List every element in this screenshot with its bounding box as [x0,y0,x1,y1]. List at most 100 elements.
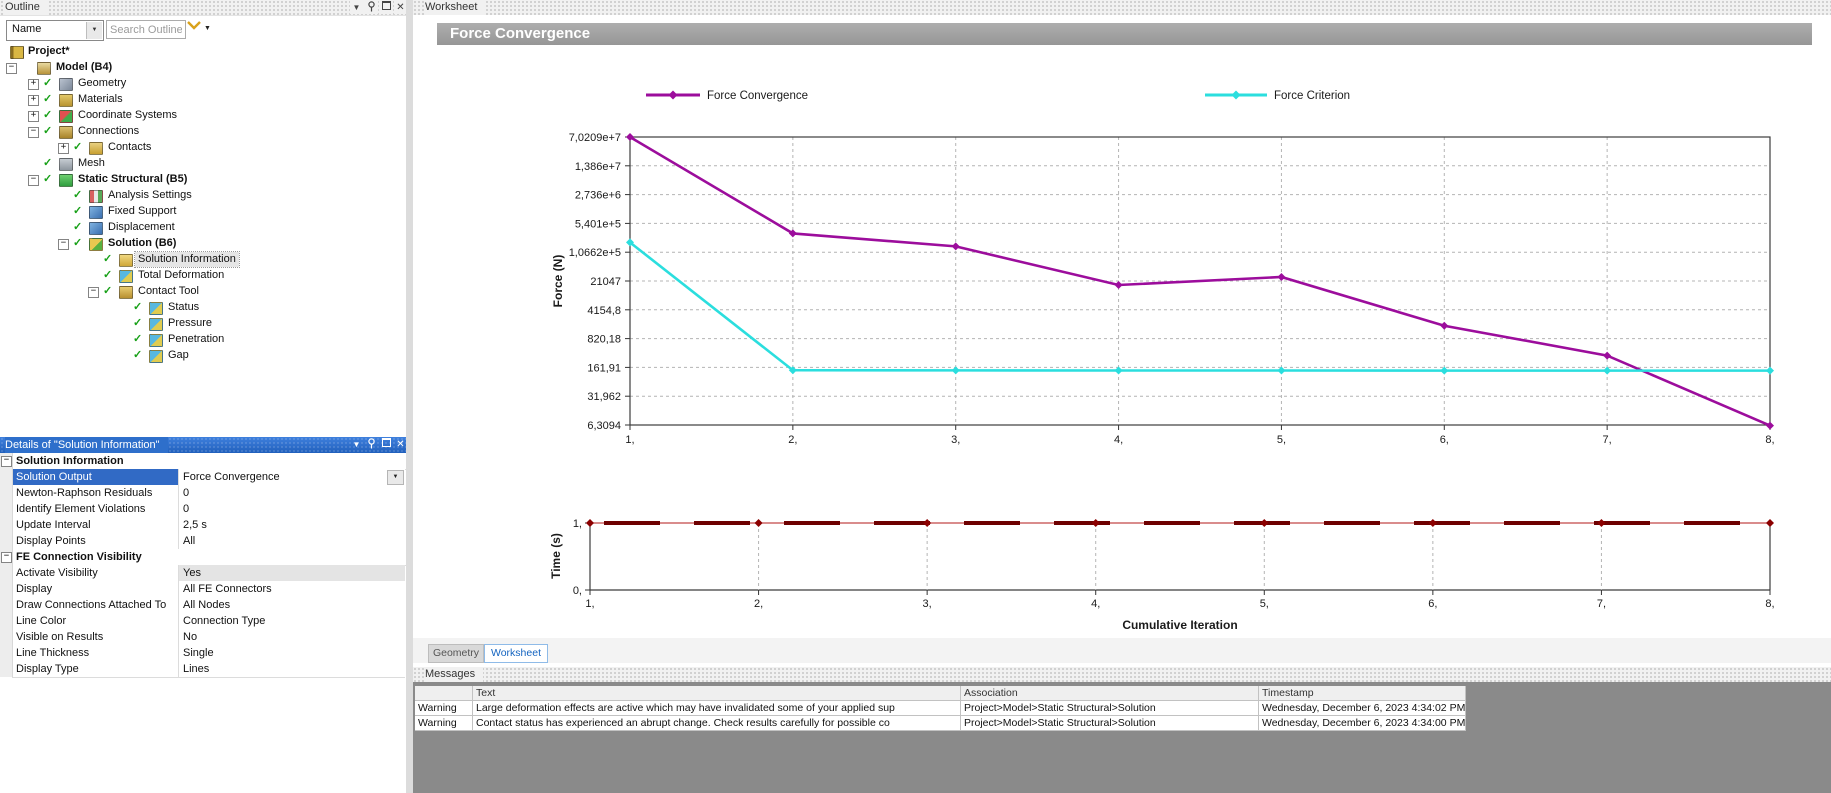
details-value[interactable]: No [183,631,198,643]
tree-item-label: Status [168,301,200,313]
maximize-icon[interactable] [380,438,393,451]
details-label: Display Type [12,661,179,677]
search-options-caret-icon[interactable]: ▼ [204,25,211,32]
tree-item-gap[interactable]: ✓ Gap [0,348,406,364]
x-tick-label: 3, [923,598,932,610]
worksheet-panel-header: Worksheet [413,0,1831,16]
tree-item-contacts[interactable]: + ✓ Contacts [0,140,406,156]
collapse-box-icon[interactable]: − [88,287,99,298]
checkmark-icon: ✓ [133,333,143,345]
series-marker [1277,272,1286,281]
series-marker-time [1260,519,1269,527]
collapse-box-icon[interactable]: − [28,175,39,186]
close-icon[interactable]: ✕ [394,1,407,14]
collapse-box-icon[interactable]: − [6,63,17,74]
x-tick-label: 4, [1091,598,1100,610]
collapse-box-icon[interactable]: − [1,552,12,563]
checkmark-icon: ✓ [43,157,53,169]
x-tick-label: 4, [1114,434,1123,446]
panel-splitter[interactable] [406,0,413,793]
tree-item-mesh[interactable]: ✓ Mesh [0,156,406,172]
details-label: Visible on Results [12,629,179,645]
message-timestamp[interactable]: Wednesday, December 6, 2023 4:34:00 PM [1259,716,1466,731]
tree-item-pressure[interactable]: ✓ Pressure [0,316,406,332]
tree-item-solution-information[interactable]: ✓ Solution Information [0,251,406,268]
series-marker [951,366,960,375]
tree-item-coordinate-systems[interactable]: + ✓ Coordinate Systems [0,108,406,124]
tab-worksheet[interactable]: Worksheet [484,644,548,663]
collapse-box-icon[interactable]: − [28,127,39,138]
message-text[interactable]: Large deformation effects are active whi… [473,701,961,716]
collapse-box-icon[interactable]: − [58,239,69,250]
details-value[interactable]: Connection Type [183,615,266,627]
expand-search-icon[interactable] [186,19,202,34]
expand-box-icon[interactable]: + [58,143,69,154]
message-timestamp[interactable]: Wednesday, December 6, 2023 4:34:02 PM [1259,701,1466,716]
fixed-support-icon [89,206,103,219]
message-severity[interactable]: Warning [415,716,473,731]
details-value[interactable]: Force Convergence ▼ [179,469,405,485]
tree-item-materials[interactable]: + ✓ Materials [0,92,406,108]
pin-icon[interactable] [365,438,378,451]
tab-geometry[interactable]: Geometry [428,644,484,663]
details-value[interactable]: Single [183,647,214,659]
maximize-icon[interactable] [380,1,393,14]
x-tick-label: 5, [1260,598,1269,610]
contacts-icon [89,142,103,155]
solution-information-icon [119,254,133,267]
x-tick-label: 8, [1765,598,1774,610]
expand-box-icon[interactable]: + [28,95,39,106]
tree-item-contact-tool[interactable]: − ✓ Contact Tool [0,284,406,300]
details-value[interactable]: 2,5 s [183,519,207,531]
details-value[interactable]: All Nodes [183,599,231,611]
tree-item-status[interactable]: ✓ Status [0,300,406,316]
checkmark-icon: ✓ [73,205,83,217]
message-association[interactable]: Project>Model>Static Structural>Solution [961,716,1259,731]
message-association[interactable]: Project>Model>Static Structural>Solution [961,701,1259,716]
tree-item-connections[interactable]: − ✓ Connections [0,124,406,140]
checkmark-icon: ✓ [43,125,53,137]
search-outline-input[interactable] [106,20,186,39]
chart-title-bar: Force Convergence [437,23,1812,45]
tree-item-analysis-settings[interactable]: ✓ Analysis Settings [0,188,406,204]
combo-arrow-icon[interactable]: ▼ [86,22,102,39]
x-tick-label: 2, [754,598,763,610]
outline-filter-label: Name [12,23,42,35]
tree-item-penetration[interactable]: ✓ Penetration [0,332,406,348]
x-tick-label: 6, [1440,434,1449,446]
tree-item-total-deformation[interactable]: ✓ Total Deformation [0,268,406,284]
checkmark-icon: ✓ [73,189,83,201]
tree-item-geometry[interactable]: + ✓ Geometry [0,76,406,92]
details-value[interactable]: All [183,535,196,547]
tree-item-model-b4[interactable]: − Model (B4) [0,60,406,76]
expand-box-icon[interactable]: + [28,111,39,122]
expand-box-icon[interactable]: + [28,79,39,90]
details-value[interactable]: 0 [183,503,190,515]
collapse-box-icon[interactable]: − [1,456,12,467]
x-axis-title: Cumulative Iteration [1122,618,1237,632]
tree-item-static-structural-b5[interactable]: − ✓ Static Structural (B5) [0,172,406,188]
outline-filter-combo[interactable]: Name ▼ [6,20,104,41]
y-tick-label: 7,0209e+7 [569,132,621,144]
dropdown-arrow-icon[interactable]: ▼ [387,470,404,485]
tree-item-project[interactable]: Project* [0,44,406,60]
materials-icon [59,94,73,107]
details-value[interactable]: 0 [183,487,190,499]
chevron-down-icon[interactable]: ▼ [350,1,363,14]
close-icon[interactable]: ✕ [396,439,405,450]
tree-item-fixed-support[interactable]: ✓ Fixed Support [0,204,406,220]
details-value[interactable]: All FE Connectors [183,583,272,595]
chevron-down-icon[interactable]: ▼ [352,440,361,449]
message-severity[interactable]: Warning [415,701,473,716]
details-value[interactable]: Lines [183,663,210,675]
tree-item-displacement[interactable]: ✓ Displacement [0,220,406,236]
message-text[interactable]: Contact status has experienced an abrupt… [473,716,961,731]
tree-item-solution-b6[interactable]: − ✓ Solution (B6) [0,236,406,252]
solution-icon [89,238,103,251]
worksheet-panel-title: Worksheet [425,0,486,15]
tree-item-label: Project* [28,45,70,57]
pin-icon[interactable] [365,1,378,14]
x-tick-label: 7, [1597,598,1606,610]
y-tick-label: 6,3094 [587,420,621,432]
details-value[interactable]: Yes [179,565,405,581]
